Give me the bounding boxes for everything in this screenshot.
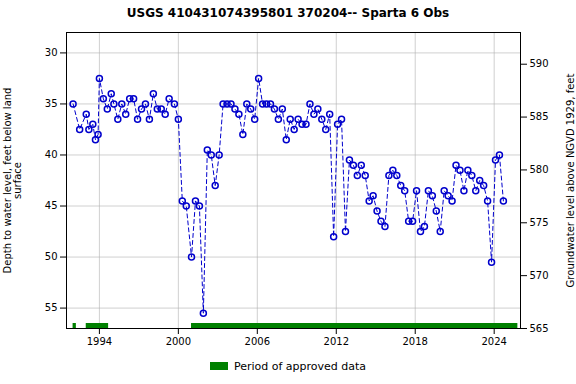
svg-text:Groundwater level above NGVD 1: Groundwater level above NGVD 1929, feet [565,74,576,288]
svg-text:35: 35 [45,98,58,109]
svg-text:2012: 2012 [324,336,349,347]
svg-text:575: 575 [530,217,549,228]
svg-text:565: 565 [530,323,549,334]
html-text:Period of approved data: Period of approved data [233,359,367,373]
svg-text:55: 55 [45,302,58,313]
svg-text:585: 585 [530,111,549,122]
svg-text:Depth to water level, feet bel: Depth to water level, feet below landsur… [2,88,23,274]
svg-text:2000: 2000 [166,336,191,347]
svg-text:50: 50 [45,251,58,262]
svg-text:40: 40 [45,149,58,160]
svg-text:45: 45 [45,200,58,211]
svg-text:2006: 2006 [245,336,270,347]
svg-text:30: 30 [45,47,58,58]
svg-text:590: 590 [530,58,549,69]
svg-text:2018: 2018 [402,336,427,347]
svg-text:570: 570 [530,270,549,281]
svg-text:1994: 1994 [87,336,112,347]
html-text:USGS 410431074395801 370204--: USGS 410431074395801 370204-- Sparta 6 O… [126,6,450,20]
svg-text:580: 580 [530,164,549,175]
svg-text:2024: 2024 [481,336,506,347]
